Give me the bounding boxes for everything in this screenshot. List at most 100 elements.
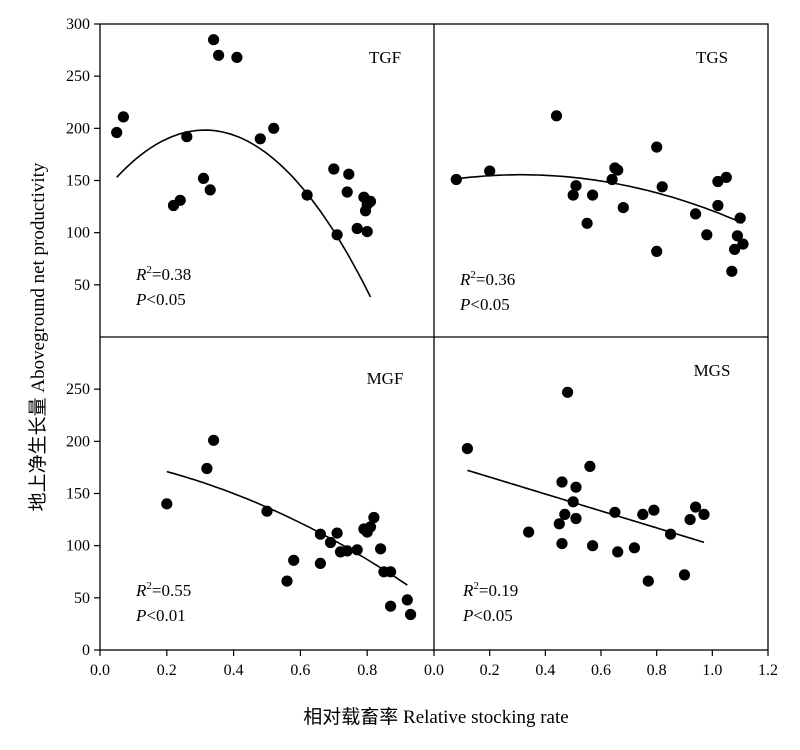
tgs-data-point <box>581 217 593 229</box>
mgs-data-point <box>570 481 582 493</box>
mgf-panel-label: MGF <box>367 369 404 388</box>
mgf-data-point <box>364 521 377 533</box>
mgs-data-point <box>642 575 654 587</box>
mgf-p-value: P<0.01 <box>135 606 186 625</box>
mgf-data-point <box>314 528 326 540</box>
mgf-data-point <box>288 554 300 566</box>
tgf-data-point <box>174 194 186 206</box>
mgs-data-point <box>587 540 599 552</box>
top-y-axis-tick-label: 200 <box>66 120 90 137</box>
tgs-r-squared: R2=0.36 <box>459 269 515 289</box>
bottom-y-axis-tick-label: 50 <box>74 590 90 607</box>
tgs-data-point <box>701 229 713 241</box>
mgs-r-squared: R2=0.19 <box>462 580 518 600</box>
right-x-axis-tick-label: 1.2 <box>758 662 778 679</box>
bottom-y-axis-tick-label: 100 <box>66 538 90 555</box>
mgs-data-point <box>628 542 641 554</box>
mgs-panel-label: MGS <box>694 361 731 380</box>
mgf-data-point <box>405 608 417 621</box>
tgs-data-point <box>651 245 663 257</box>
mgf-data-point <box>385 566 397 578</box>
tgs-data-point <box>729 243 741 255</box>
right-x-axis-tick-label: 0.4 <box>535 662 555 679</box>
mgf-data-point <box>351 544 363 556</box>
mgs-data-point <box>678 569 691 581</box>
tgs-data-point <box>484 165 496 177</box>
top-y-axis-tick-label: 250 <box>66 68 90 85</box>
mgf-data-point <box>341 545 353 557</box>
mgs-data-point <box>665 528 677 540</box>
mgs-data-point <box>698 508 710 520</box>
mgf-data-point <box>331 527 343 539</box>
mgf-data-point <box>208 434 220 446</box>
mgs-p-value: P<0.05 <box>462 606 513 625</box>
tgs-data-point <box>712 199 724 212</box>
tgf-data-point <box>231 51 243 64</box>
mgf-data-point <box>368 511 380 524</box>
tgf-data-point <box>268 122 280 134</box>
top-y-axis-tick-label: 100 <box>66 225 90 242</box>
mgs-data-point <box>556 538 568 550</box>
tgf-r-squared: R2=0.38 <box>135 264 191 284</box>
mgf-data-point <box>281 575 293 587</box>
left-x-axis-tick-label: 0.8 <box>357 662 377 679</box>
left-x-axis-tick-label: 0.0 <box>90 662 110 679</box>
mgf-r-squared: R2=0.55 <box>135 580 191 600</box>
tgs-data-point <box>570 180 582 192</box>
mgf-data-point <box>161 498 173 510</box>
right-x-axis-tick-label: 0.0 <box>424 662 444 679</box>
tgs-data-point <box>587 189 599 201</box>
mgs-data-point <box>567 496 579 508</box>
mgf-data-point <box>201 462 213 475</box>
mgf-data-point <box>375 543 387 555</box>
tgf-data-point <box>197 172 210 184</box>
right-x-axis-tick-label: 0.2 <box>480 662 500 679</box>
tgf-data-point <box>181 131 193 143</box>
mgs-data-point <box>553 518 565 530</box>
top-y-axis-tick-label: 50 <box>74 277 90 294</box>
tgf-data-point <box>361 226 373 238</box>
left-x-axis-tick-label: 0.6 <box>290 662 310 679</box>
tgs-data-point <box>550 110 563 122</box>
tgf-data-point <box>301 189 313 201</box>
mgf-data-point <box>401 594 413 606</box>
tgs-data-point <box>606 173 618 186</box>
tgs-data-point <box>720 171 732 183</box>
right-x-axis-tick-label: 1.0 <box>702 662 722 679</box>
top-y-axis-tick-label: 150 <box>66 173 90 190</box>
panel-frames <box>94 23 769 656</box>
y-axis-title: 地上净生长量 Aboveground net productivity <box>27 162 49 511</box>
x-axis-title: 相对载畜率 Relative stocking rate <box>303 706 568 728</box>
mgf-data-point <box>324 536 337 549</box>
mgs-data-point <box>690 501 702 513</box>
tgs-data-point <box>690 208 702 220</box>
tgs-data-point <box>734 212 746 224</box>
tgf-data-point <box>341 186 353 198</box>
tgf-data-point <box>343 168 355 180</box>
tgs-data-point <box>656 181 668 193</box>
tgf-panel-label: TGF <box>369 48 401 67</box>
mgs-data-point <box>684 514 696 526</box>
tgf-data-point <box>364 195 377 207</box>
tgs-data-point <box>617 202 629 214</box>
right-x-axis-tick-label: 0.8 <box>647 662 667 679</box>
tgf-data-point <box>328 163 340 175</box>
tgf-data-point <box>208 34 220 46</box>
tgs-data-point <box>651 141 663 153</box>
mgs-data-point <box>523 526 535 538</box>
bottom-y-axis-tick-label: 150 <box>66 486 90 503</box>
tgf-p-value: P<0.05 <box>135 290 186 309</box>
tgf-fit-line <box>116 129 372 298</box>
mgs-data-point <box>648 504 660 516</box>
mgs-fit-line <box>467 469 705 544</box>
mgs-data-point <box>461 443 473 455</box>
left-x-axis-tick-label: 0.2 <box>157 662 177 679</box>
tgs-data-point <box>450 173 462 186</box>
mgs-data-point <box>559 508 571 520</box>
right-x-axis-tick-label: 0.6 <box>591 662 611 679</box>
mgs-data-point <box>637 508 649 520</box>
tgf-data-point <box>213 49 225 61</box>
mgs-data-point <box>556 476 568 488</box>
mgs-data-point <box>562 386 574 398</box>
